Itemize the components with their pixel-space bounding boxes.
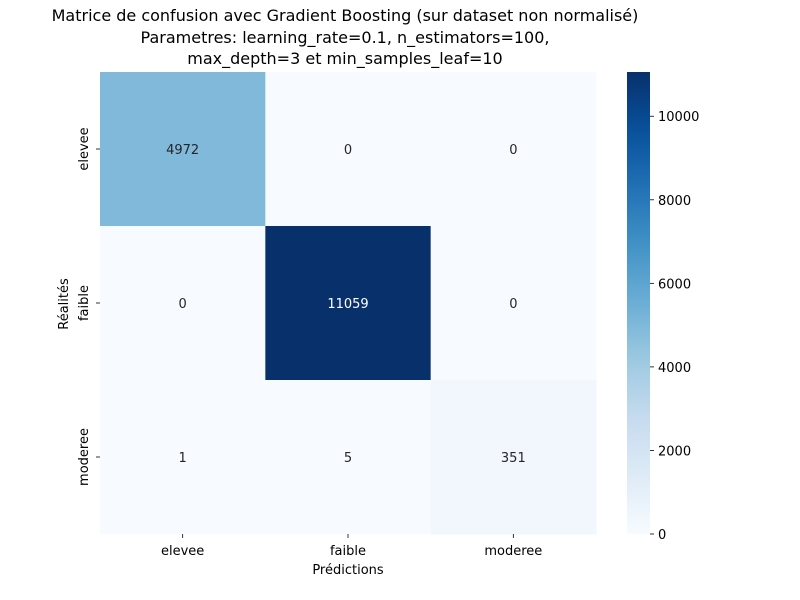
cell-value-label: 5 bbox=[344, 451, 352, 466]
heatmap-cell-moderee-faible bbox=[265, 380, 432, 535]
x-tick-label: elevee bbox=[161, 544, 204, 559]
y-tick-label: elevee bbox=[77, 127, 92, 170]
heatmap-cell-moderee-moderee bbox=[430, 380, 597, 535]
y-axis-label: Réalités bbox=[57, 278, 72, 330]
cell-value-label: 11059 bbox=[327, 297, 368, 312]
chart-title-line-1: Matrice de confusion avec Gradient Boost… bbox=[51, 6, 639, 25]
colorbar-tick-label: 10000 bbox=[658, 110, 699, 125]
heatmap: 4972 0 0 0 11059 0 1 5 351 bbox=[100, 72, 597, 535]
heatmap-cell-faible-faible bbox=[265, 226, 432, 381]
heatmap-cell-elevee-faible bbox=[265, 72, 432, 227]
chart-title-line-3: max_depth=3 et min_samples_leaf=10 bbox=[187, 49, 503, 68]
heatmap-cell-faible-elevee bbox=[100, 226, 266, 381]
x-axis-label: Prédictions bbox=[312, 563, 384, 578]
cell-value-label: 0 bbox=[179, 297, 187, 312]
cell-value-label: 0 bbox=[509, 297, 517, 312]
heatmap-cell-faible-moderee bbox=[430, 226, 597, 381]
x-tick-label: moderee bbox=[484, 544, 542, 559]
y-axis: elevee faible moderee bbox=[77, 127, 100, 486]
heatmap-cell-moderee-elevee bbox=[100, 380, 266, 535]
colorbar-gradient bbox=[627, 72, 650, 534]
cell-value-label: 0 bbox=[344, 143, 352, 158]
cell-value-label: 4972 bbox=[166, 143, 199, 158]
cell-value-label: 0 bbox=[509, 143, 517, 158]
colorbar-tick-label: 0 bbox=[658, 528, 666, 543]
cell-value-label: 1 bbox=[179, 451, 187, 466]
colorbar-tick-label: 6000 bbox=[658, 277, 691, 292]
heatmap-cell-elevee-moderee bbox=[430, 72, 597, 227]
colorbar-tick-label: 2000 bbox=[658, 444, 691, 459]
x-axis: elevee faible moderee bbox=[161, 534, 542, 559]
heatmap-cell-elevee-elevee bbox=[100, 72, 266, 227]
chart-title-line-2: Parametres: learning_rate=0.1, n_estimat… bbox=[140, 28, 550, 47]
colorbar: 0 2000 4000 6000 8000 10000 bbox=[627, 72, 699, 543]
cell-value-label: 351 bbox=[501, 451, 526, 466]
y-tick-label: moderee bbox=[77, 428, 92, 486]
x-tick-label: faible bbox=[330, 544, 366, 559]
colorbar-tick-label: 4000 bbox=[658, 361, 691, 376]
colorbar-tick-label: 8000 bbox=[658, 194, 691, 209]
y-tick-label: faible bbox=[77, 285, 92, 321]
